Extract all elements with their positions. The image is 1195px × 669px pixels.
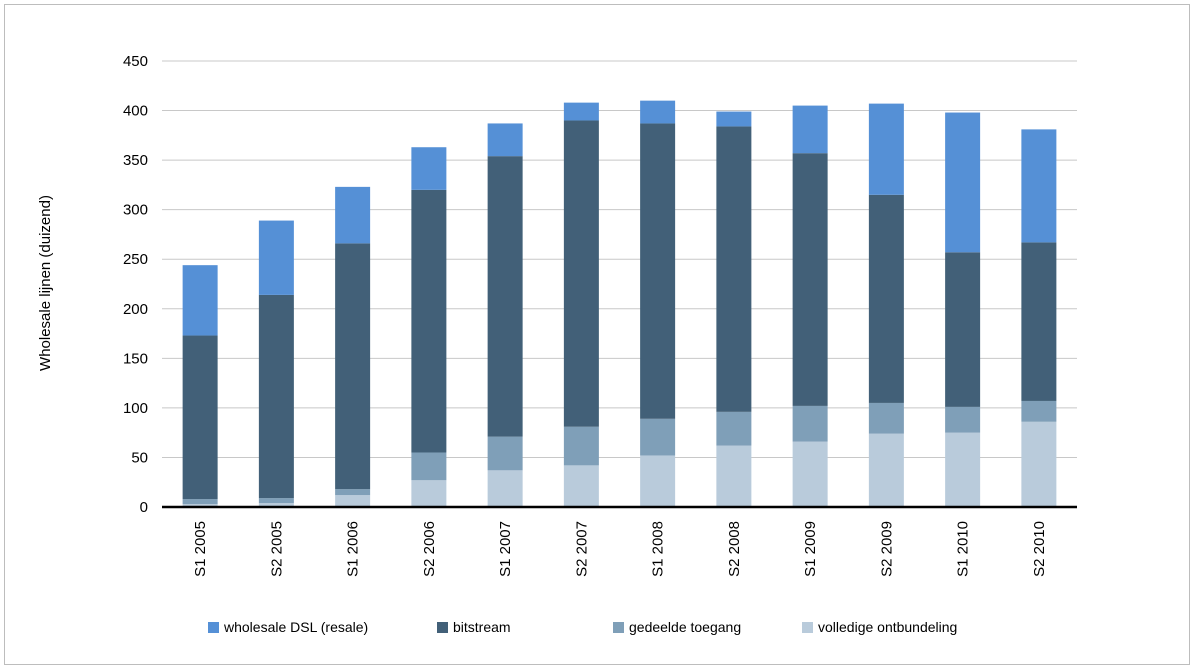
bar-segment-gedeelde-toegang bbox=[716, 411, 752, 446]
bar-segment-wholesale-dsl-resale- bbox=[792, 105, 828, 154]
legend: wholesale DSL (resale) bitstream gedeelde … bbox=[208, 619, 957, 635]
y-tick-label: 400 bbox=[123, 103, 148, 120]
legend-label: volledige ontbundeling bbox=[818, 619, 957, 635]
bar-segment-bitstream bbox=[411, 189, 447, 453]
x-tick-label: S1 2007 bbox=[497, 521, 514, 577]
y-tick-label: 300 bbox=[123, 202, 148, 219]
bar-segment-wholesale-dsl-resale- bbox=[182, 265, 218, 336]
bar-segment-gedeelde-toegang bbox=[1021, 400, 1057, 422]
bar-segment-wholesale-dsl-resale- bbox=[640, 100, 676, 124]
bar-segment-gedeelde-toegang bbox=[411, 452, 447, 481]
bars bbox=[182, 100, 1057, 507]
bar-segment-bitstream bbox=[945, 252, 981, 407]
bar-segment-volledige-ontbundeling bbox=[335, 495, 371, 507]
bar-segment-bitstream bbox=[640, 123, 676, 419]
bar-segment-gedeelde-toegang bbox=[640, 418, 676, 456]
bar-segment-volledige-ontbundeling bbox=[868, 433, 904, 507]
bar-segment-wholesale-dsl-resale- bbox=[411, 147, 447, 190]
x-tick-label: S2 2006 bbox=[421, 521, 438, 577]
bar-segment-wholesale-dsl-resale- bbox=[487, 123, 523, 157]
bar-segment-bitstream bbox=[868, 194, 904, 403]
x-tick-label: S2 2009 bbox=[878, 521, 895, 577]
bar-segment-gedeelde-toegang bbox=[945, 406, 981, 433]
bar-segment-bitstream bbox=[716, 126, 752, 412]
legend-label: wholesale DSL (resale) bbox=[223, 619, 368, 635]
y-axis-label: Wholesale lijnen (duizend) bbox=[37, 195, 54, 371]
x-tick-label: S2 2010 bbox=[1031, 521, 1048, 577]
legend-swatch bbox=[802, 622, 813, 633]
y-tick-label: 0 bbox=[140, 499, 148, 516]
bar-segment-volledige-ontbundeling bbox=[1021, 421, 1057, 507]
y-tick-labels: 0 50 100 150 200 250 300 350 400 450 bbox=[123, 53, 148, 516]
y-tick-label: 150 bbox=[123, 350, 148, 367]
legend-item: bitstream bbox=[437, 619, 511, 635]
bar-segment-volledige-ontbundeling bbox=[945, 432, 981, 507]
legend-item: gedeelde toegang bbox=[613, 619, 741, 635]
bar-segment-wholesale-dsl-resale- bbox=[335, 186, 371, 244]
bar-segment-gedeelde-toegang bbox=[258, 498, 294, 504]
bar-segment-wholesale-dsl-resale- bbox=[258, 220, 294, 295]
bar-segment-volledige-ontbundeling bbox=[411, 480, 447, 507]
x-tick-label: S1 2005 bbox=[192, 521, 209, 577]
y-tick-label: 250 bbox=[123, 251, 148, 268]
bar-segment-wholesale-dsl-resale- bbox=[945, 112, 981, 253]
bar-segment-bitstream bbox=[487, 156, 523, 437]
y-tick-label: 450 bbox=[123, 53, 148, 70]
x-tick-label: S2 2007 bbox=[573, 521, 590, 577]
bar-segment-bitstream bbox=[1021, 242, 1057, 401]
legend-label: bitstream bbox=[453, 619, 511, 635]
y-tick-label: 50 bbox=[131, 449, 148, 466]
bar-segment-gedeelde-toegang bbox=[182, 499, 218, 505]
y-tick-label: 100 bbox=[123, 400, 148, 417]
x-tick-label: S2 2005 bbox=[268, 521, 285, 577]
bar-segment-gedeelde-toegang bbox=[792, 405, 828, 442]
bar-segment-volledige-ontbundeling bbox=[716, 445, 752, 507]
bar-segment-gedeelde-toegang bbox=[487, 436, 523, 471]
bar-segment-wholesale-dsl-resale- bbox=[716, 111, 752, 127]
legend-swatch bbox=[437, 622, 448, 633]
bar-segment-bitstream bbox=[792, 153, 828, 406]
gridlines bbox=[162, 60, 1077, 458]
bar-segment-wholesale-dsl-resale- bbox=[868, 103, 904, 195]
legend-swatch bbox=[613, 622, 624, 633]
x-tick-labels: S1 2005 S2 2005 S1 2006 S2 2006 S1 2007 S2 20… bbox=[192, 521, 1048, 577]
bar-segment-bitstream bbox=[182, 335, 218, 500]
legend-item: volledige ontbundeling bbox=[802, 619, 957, 635]
legend-swatch bbox=[208, 622, 219, 633]
bar-segment-gedeelde-toegang bbox=[335, 489, 371, 496]
y-tick-label: 350 bbox=[123, 152, 148, 169]
x-tick-label: S1 2009 bbox=[802, 521, 819, 577]
legend-label: gedeelde toegang bbox=[629, 619, 741, 635]
bar-segment-gedeelde-toegang bbox=[563, 426, 599, 466]
x-tick-label: S1 2010 bbox=[955, 521, 972, 577]
y-tick-label: 200 bbox=[123, 301, 148, 318]
bar-segment-wholesale-dsl-resale- bbox=[1021, 129, 1057, 243]
bar-segment-bitstream bbox=[335, 243, 371, 490]
bar-segment-gedeelde-toegang bbox=[868, 402, 904, 434]
bar-segment-bitstream bbox=[563, 120, 599, 427]
legend-item: wholesale DSL (resale) bbox=[208, 619, 368, 635]
bar-segment-volledige-ontbundeling bbox=[792, 441, 828, 507]
bar-segment-wholesale-dsl-resale- bbox=[563, 102, 599, 121]
bar-segment-volledige-ontbundeling bbox=[563, 465, 599, 507]
x-tick-label: S1 2008 bbox=[650, 521, 667, 577]
bar-segment-volledige-ontbundeling bbox=[182, 504, 218, 507]
x-tick-label: S1 2006 bbox=[345, 521, 362, 577]
bar-segment-bitstream bbox=[258, 294, 294, 499]
bar-segment-volledige-ontbundeling bbox=[258, 503, 294, 507]
x-tick-label: S2 2008 bbox=[726, 521, 743, 577]
bar-segment-volledige-ontbundeling bbox=[640, 455, 676, 507]
bar-segment-volledige-ontbundeling bbox=[487, 470, 523, 507]
